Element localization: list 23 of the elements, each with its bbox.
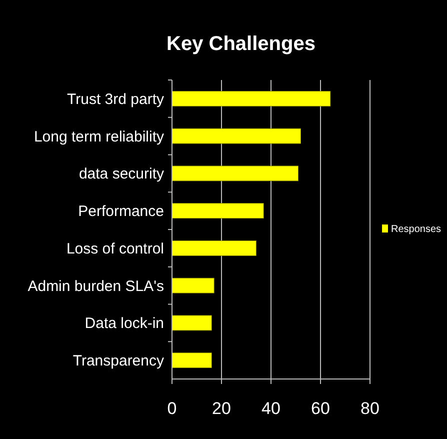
- bar: [172, 90, 331, 106]
- legend-label: Responses: [391, 224, 442, 235]
- bar: [172, 203, 264, 219]
- x-tick-label: 0: [167, 399, 177, 418]
- y-tick-label: Data lock-in: [84, 315, 164, 332]
- bar: [172, 128, 301, 144]
- chart-title: Key Challenges: [166, 33, 316, 55]
- x-tick-label: 20: [212, 399, 231, 418]
- x-tick-label: 80: [360, 399, 380, 418]
- y-tick-label: Transparency: [72, 352, 164, 370]
- y-tick-label: Performance: [78, 203, 164, 220]
- bar: [172, 315, 212, 331]
- bar: [172, 240, 256, 256]
- x-tick-label: 60: [311, 399, 330, 418]
- y-tick-label: Loss of control: [66, 240, 164, 258]
- x-tick-label: 40: [262, 399, 280, 418]
- y-tick-label: Admin burden SLA's: [28, 278, 164, 295]
- y-tick-label: Trust 3rd party: [67, 90, 164, 108]
- y-tick-label: data security: [78, 166, 164, 183]
- bar: [172, 352, 212, 368]
- bar: [172, 278, 214, 294]
- y-tick-label: Long term reliability: [34, 128, 164, 146]
- bar: [172, 166, 298, 182]
